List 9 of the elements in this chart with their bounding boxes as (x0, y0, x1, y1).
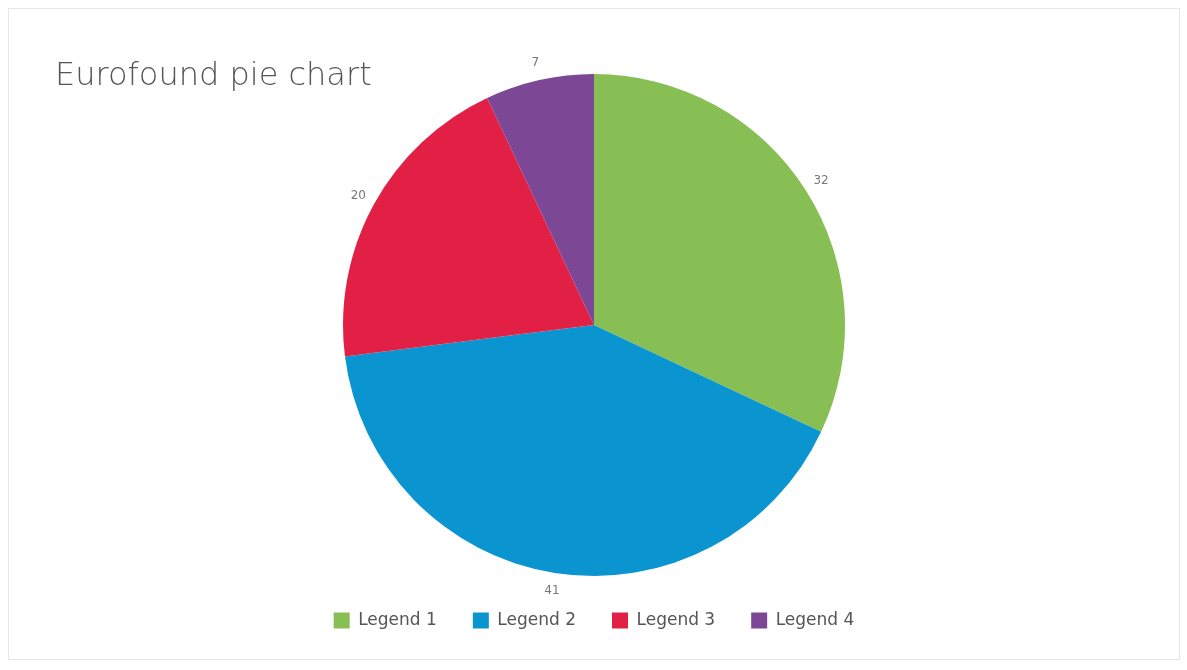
chart-title: Eurofound pie chart (55, 55, 372, 93)
legend-label: Legend 4 (775, 608, 855, 629)
data-label: 20 (350, 187, 366, 202)
legend-label: Legend 1 (358, 608, 437, 629)
legend-label: Legend 2 (497, 608, 577, 629)
data-label: 7 (531, 54, 540, 69)
data-label: 41 (544, 582, 560, 597)
data-label: 32 (813, 172, 829, 187)
legend-label: Legend 3 (636, 608, 716, 629)
